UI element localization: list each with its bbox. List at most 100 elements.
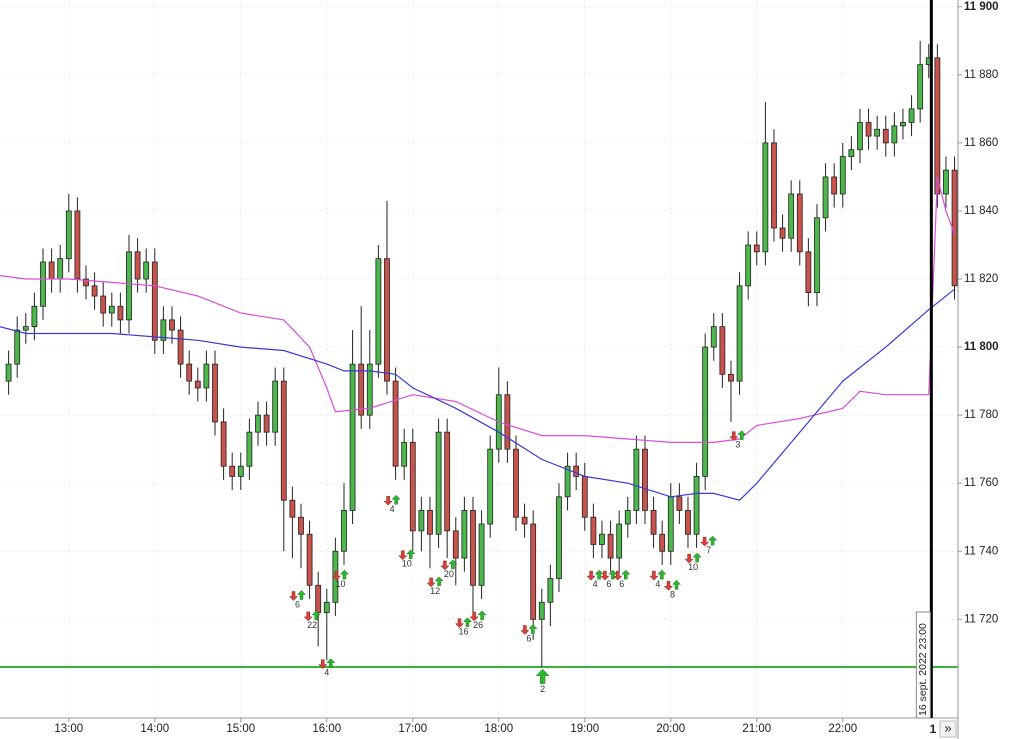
cursor-label: 16 sept. 2022 23:00: [917, 623, 929, 716]
signal-count: 12: [430, 586, 440, 596]
sell-arrow: [383, 495, 393, 506]
candle-body: [143, 261, 150, 280]
candle-body: [341, 510, 347, 552]
candle-body: [547, 578, 554, 603]
buy-arrow: [462, 617, 473, 627]
candle-body: [366, 363, 373, 416]
candle-body: [736, 285, 743, 382]
candle-body: [315, 584, 322, 613]
signal-count: 16: [459, 627, 469, 637]
x-tick-label: 22:00: [828, 723, 857, 735]
candle-body: [263, 414, 270, 433]
candle-body: [401, 441, 408, 467]
scroll-button[interactable]: »: [944, 720, 951, 735]
buy-arrow: [311, 610, 321, 621]
candle-body: [917, 64, 924, 110]
x-tick-label: 21:00: [742, 723, 771, 735]
candle-body: [702, 346, 709, 477]
candle-body: [874, 128, 881, 137]
x-tick-label: 17:00: [398, 723, 427, 735]
candle-body: [487, 448, 494, 525]
candle-body: [22, 326, 29, 331]
buy-arrow: [737, 430, 747, 440]
signal-count: 10: [688, 562, 698, 572]
candle-body: [134, 251, 141, 280]
candle-body: [470, 510, 476, 586]
buy-arrow: [692, 552, 702, 563]
candle-body: [839, 156, 846, 195]
candle-body: [685, 510, 691, 535]
buy-arrow: [594, 569, 604, 580]
x-tick-label: 20:00: [656, 723, 685, 735]
buy-arrow: [406, 549, 416, 559]
cursor-label-bg: [915, 611, 931, 719]
buy-arrow: [528, 624, 538, 634]
y-tick-label: 11 720: [964, 613, 998, 625]
sell-arrow: [454, 618, 465, 629]
candle-body: [513, 448, 519, 518]
signal-count: 6: [526, 634, 531, 644]
candle-body: [203, 363, 210, 389]
candle-body: [409, 441, 416, 532]
candle-body: [779, 227, 786, 239]
candle-body: [177, 329, 184, 365]
candle-body: [659, 533, 666, 552]
candle-body: [650, 510, 657, 535]
candle-body: [538, 601, 545, 620]
buy-arrow: [391, 494, 401, 505]
candle-body: [237, 465, 244, 477]
candle-body: [349, 363, 356, 511]
candle-body: [126, 251, 132, 321]
candle-body: [581, 475, 588, 518]
sell-arrow: [684, 553, 694, 564]
sell-arrow: [426, 577, 436, 588]
signal-count: 6: [619, 579, 624, 589]
candle-body: [255, 414, 261, 433]
y-tick-label: 11 780: [964, 409, 998, 421]
y-tick-label: 11 860: [964, 137, 998, 149]
candle-body: [521, 516, 528, 525]
signal-count: 4: [593, 579, 598, 589]
candle-body: [229, 465, 236, 477]
candle-body: [14, 329, 21, 365]
candle-body: [40, 261, 46, 307]
candle-body: [452, 530, 459, 559]
y-tick-label: 11 760: [964, 477, 998, 489]
sell-arrow: [288, 591, 299, 601]
scroll-button-bg[interactable]: [939, 720, 957, 738]
signal-count: 6: [295, 599, 300, 609]
candle-body: [169, 319, 175, 331]
candle-body: [48, 261, 55, 280]
candle-body: [91, 285, 98, 297]
x-tick-label: 13:00: [54, 723, 83, 735]
candle-body: [745, 244, 752, 287]
candle-body: [435, 431, 442, 535]
x-tick-label: 14:00: [140, 723, 169, 735]
signal-count: 10: [402, 559, 412, 569]
y-tick-label: 11 820: [964, 273, 998, 285]
x-tick-label: 15:00: [226, 723, 255, 735]
candle-body: [805, 251, 812, 294]
sell-arrow: [649, 570, 659, 581]
candle-body: [74, 210, 81, 280]
candle-body: [710, 326, 717, 348]
candle-body: [667, 496, 674, 552]
candle-body: [788, 193, 795, 239]
sell-arrow: [318, 659, 328, 669]
candle-body: [289, 499, 296, 518]
y-tick-label: 11 740: [964, 545, 998, 557]
candle-body: [57, 258, 64, 280]
signal-count: 7: [706, 545, 711, 555]
buy-arrow: [535, 668, 550, 684]
candle-body: [599, 533, 605, 545]
candle-body: [882, 128, 889, 144]
candle-body: [392, 380, 399, 467]
candle-body: [934, 57, 941, 195]
signal-count: 6: [606, 579, 611, 589]
ma-line: [0, 176, 956, 443]
sell-arrow: [440, 560, 450, 571]
candle-body: [573, 465, 580, 477]
candle-body: [65, 210, 72, 260]
candle-body: [117, 305, 124, 321]
